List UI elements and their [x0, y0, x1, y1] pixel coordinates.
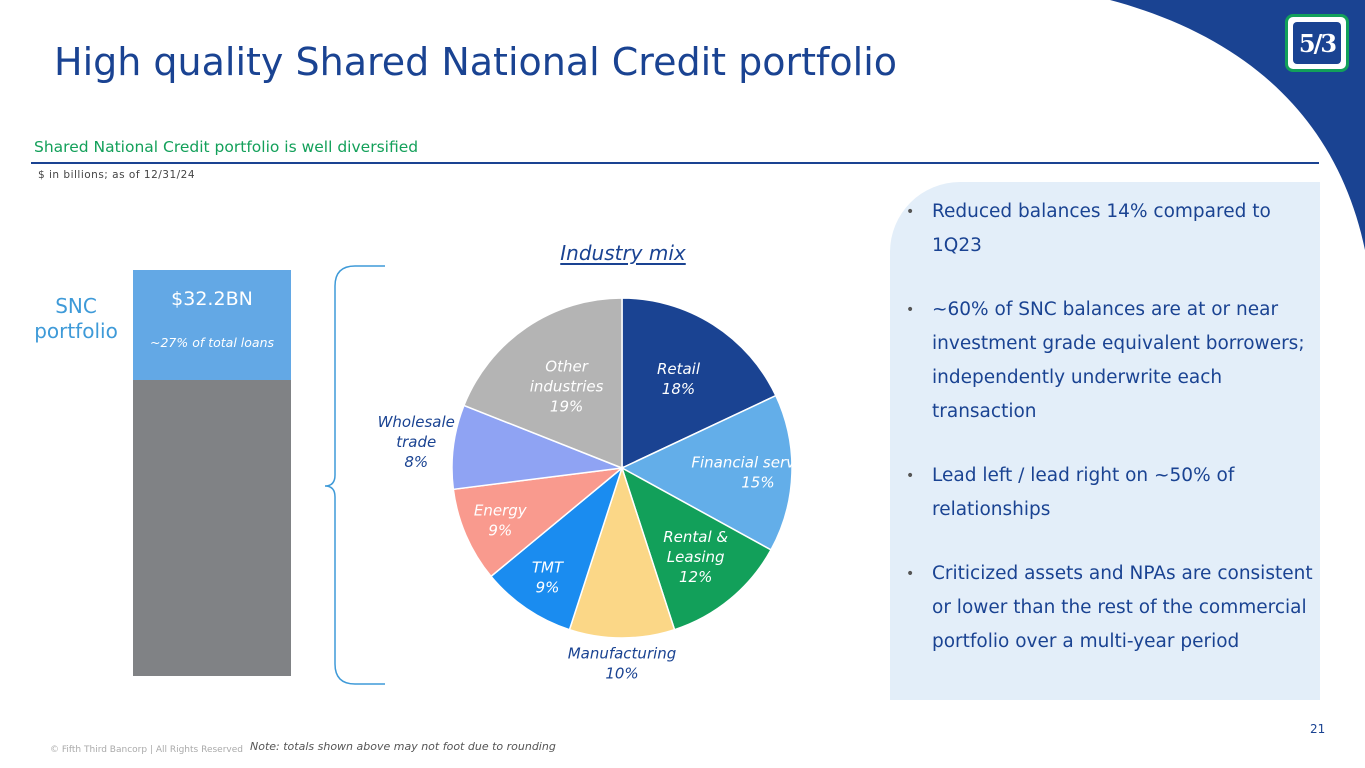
- bullet-text: ~60% of SNC balances are at or near inve…: [932, 299, 1305, 422]
- pie-label-financial-services: Financial services 15%: [691, 453, 824, 491]
- pie-slice-manufacturing: [568, 465, 676, 639]
- units-note: $ in billions; as of 12/31/24: [38, 169, 196, 181]
- section-subtitle: Shared National Credit portfolio is well…: [34, 138, 419, 156]
- footnote: Note: totals shown above may not foot du…: [250, 740, 556, 753]
- bullet-dot-icon: •: [906, 302, 915, 318]
- bullet-dot-icon: •: [906, 566, 915, 582]
- bullet-dot-icon: •: [906, 468, 915, 484]
- pie-slice-financial-services: [620, 394, 793, 551]
- page-title: High quality Shared National Credit port…: [54, 40, 898, 84]
- bullet-point: • ~60% of SNC balances are at or near inv…: [906, 293, 1326, 429]
- pie-label-energy: Energy 9%: [474, 502, 528, 540]
- bar-value-label: $32.2BN: [171, 288, 253, 310]
- bracket-connector: [324, 265, 385, 685]
- pie-slice-rental-leasing: [620, 466, 772, 631]
- pie-label-rental-leasing: Rental & Leasing 12%: [663, 528, 728, 586]
- snc-portfolio-label: SNC portfolio: [34, 294, 118, 343]
- pie-chart-title: Industry mix: [560, 241, 686, 265]
- logo-mark: 5/3: [1293, 22, 1341, 64]
- pie-label-other-industries: Other industries 19%: [530, 357, 604, 415]
- bullet-point: • Lead left / lead right on ~50% of relat…: [906, 459, 1326, 527]
- key-points-panel: [890, 182, 1320, 700]
- bullet-point: • Reduced balances 14% compared to 1Q23: [906, 195, 1326, 263]
- bar-snc-segment: [133, 270, 291, 380]
- bullet-text: Lead left / lead right on ~50% of relati…: [932, 465, 1235, 520]
- bar-share-label: ~27% of total loans: [149, 335, 275, 350]
- bullet-point: • Criticized assets and NPAs are consiste…: [906, 557, 1326, 659]
- pie-slice-tmt: [489, 465, 624, 631]
- title-divider: [31, 162, 1319, 164]
- pie-slice-retail: [621, 297, 777, 470]
- bullet-text: Criticized assets and NPAs are consisten…: [932, 563, 1313, 652]
- bullet-text: Reduced balances 14% compared to 1Q23: [932, 201, 1271, 256]
- copyright-text: © Fifth Third Bancorp | All Rights Reser…: [50, 745, 243, 755]
- pie-label-wholesale-trade: Wholesale trade 8%: [378, 413, 455, 471]
- bullet-dot-icon: •: [906, 204, 915, 220]
- page-number: 21: [1310, 722, 1326, 736]
- pie-slice-other-industries: [462, 297, 623, 470]
- company-logo: 5/3: [1285, 14, 1349, 72]
- key-points-list: • Reduced balances 14% compared to 1Q23 •…: [906, 195, 1326, 689]
- pie-slice-energy: [452, 466, 625, 578]
- pie-label-manufacturing: Manufacturing 10%: [568, 645, 677, 683]
- pie-label-tmt: TMT 9%: [532, 559, 565, 597]
- pie-label-retail: Retail 18%: [657, 360, 701, 398]
